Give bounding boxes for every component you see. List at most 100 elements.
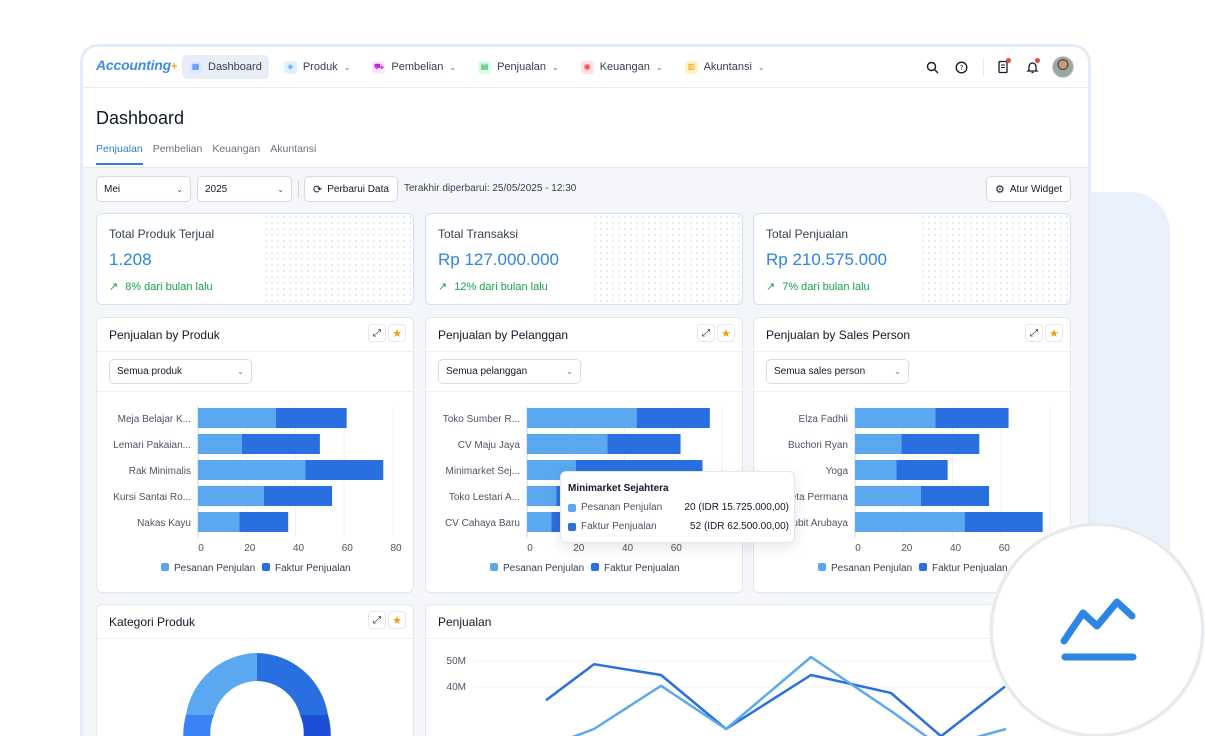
- tab-keuangan[interactable]: Keuangan: [212, 143, 261, 155]
- tick-label: 40: [950, 543, 962, 554]
- tooltip-title: Minimarket Sejahtera: [568, 483, 669, 494]
- nav-akuntansi[interactable]: ▥ Akuntansi ⌄: [678, 55, 772, 79]
- nav-label: Penjualan: [497, 61, 547, 73]
- card-actions: ⤢ ★: [1023, 324, 1063, 342]
- card-title: Penjualan: [438, 615, 492, 629]
- month-select[interactable]: Mei ⌄: [96, 176, 191, 202]
- notification-dot: [1006, 58, 1011, 63]
- bell-icon[interactable]: [1022, 57, 1042, 77]
- card-actions: ⤢ ★: [366, 611, 406, 629]
- expand-icon[interactable]: ⤢: [697, 324, 715, 342]
- chart-card-pelanggan: Penjualan by Pelanggan ⤢ ★ Semua pelangg…: [425, 317, 743, 593]
- divider: [97, 351, 413, 352]
- chevron-down-icon: ⌄: [566, 367, 573, 376]
- filter-value: Semua produk: [117, 366, 183, 377]
- trend-text: 12% dari bulan lalu: [454, 280, 548, 293]
- divider: [97, 638, 413, 639]
- donut-slice: [300, 715, 331, 736]
- expand-icon[interactable]: ⤢: [368, 324, 386, 342]
- category-label: Elza Fadhli: [799, 414, 848, 425]
- tick-label: 50M: [447, 656, 466, 667]
- tab-akuntansi[interactable]: Akuntansi: [270, 143, 317, 155]
- kpi-value: 1.208: [109, 250, 152, 269]
- refresh-data-button[interactable]: ⟳ Perbarui Data: [304, 176, 398, 202]
- kpi-card-transactions: Total Transaksi Rp 127.000.000 ↗ 12% dari…: [425, 213, 743, 305]
- gear-icon: ⚙: [995, 183, 1005, 196]
- top-right-actions: ?: [913, 55, 1074, 79]
- trend-up-icon: ↗: [766, 281, 776, 293]
- bar-segment: [855, 434, 902, 454]
- tab-penjualan[interactable]: Penjualan: [96, 143, 143, 165]
- donut-slice: [257, 653, 328, 715]
- year-value: 2025: [205, 183, 228, 195]
- nav-label: Akuntansi: [703, 61, 752, 73]
- legend-label: Faktur Penjualan: [604, 563, 680, 574]
- category-label: Rak Minimalis: [129, 466, 191, 477]
- product-filter-select[interactable]: Semua produk ⌄: [109, 359, 252, 384]
- nav-produk[interactable]: ◈ Produk ⌄: [277, 55, 358, 79]
- tick-label: 20: [573, 543, 585, 554]
- bar-chart-pelanggan: Toko Sumber R... CV Maju Jaya Minimarket S…: [443, 406, 723, 574]
- tick-label: 40M: [447, 682, 466, 693]
- expand-icon[interactable]: ⤢: [1025, 324, 1043, 342]
- legend-swatch: [591, 563, 599, 571]
- chevron-down-icon: ⌄: [757, 62, 765, 72]
- tab-pembelian[interactable]: Pembelian: [152, 143, 203, 155]
- legend-swatch: [818, 563, 826, 571]
- legend-swatch: [568, 503, 576, 512]
- star-icon[interactable]: ★: [717, 324, 735, 342]
- app-logo[interactable]: Accounting+: [96, 57, 178, 73]
- document-notification-icon[interactable]: [993, 57, 1013, 77]
- nav-keuangan[interactable]: ◉ Keuangan ⌄: [574, 55, 670, 79]
- tick-label: 60: [342, 543, 354, 554]
- expand-icon[interactable]: ⤢: [368, 611, 386, 629]
- cart-icon: ⛟: [372, 60, 386, 74]
- bar-segment: [305, 460, 384, 480]
- nav-penjualan[interactable]: ▤ Penjualan ⌄: [471, 55, 566, 79]
- bar-segment: [636, 408, 710, 428]
- nav-label: Produk: [302, 61, 338, 73]
- bar-segment: [198, 408, 276, 428]
- series-line: [571, 655, 1007, 736]
- legend-label: Pesanan Penjulan: [831, 563, 912, 574]
- chevron-down-icon: ⌄: [343, 62, 351, 72]
- floating-chart-badge: [990, 523, 1204, 736]
- chevron-down-icon: ⌄: [655, 62, 663, 72]
- dashboard-tabs: Penjualan Pembelian Keuangan Akuntansi: [96, 143, 326, 165]
- customer-filter-select[interactable]: Semua pelanggan ⌄: [438, 359, 581, 384]
- star-icon[interactable]: ★: [388, 324, 406, 342]
- refresh-icon: ⟳: [313, 183, 323, 196]
- trend-up-icon: ↗: [109, 281, 119, 293]
- category-label: Yoga: [826, 466, 849, 477]
- top-navbar: Accounting+ ▦ Dashboard ◈ Produk ⌄ ⛟ Pem…: [83, 47, 1088, 88]
- dot-pattern: [263, 214, 413, 304]
- tick-label: 0: [527, 543, 533, 554]
- bar-segment: [964, 512, 1043, 532]
- trend-text: 8% dari bulan lalu: [125, 280, 213, 293]
- bar-segment: [901, 434, 980, 454]
- bar-segment: [855, 486, 921, 506]
- sales-person-filter-select[interactable]: Semua sales person ⌄: [766, 359, 909, 384]
- star-icon[interactable]: ★: [1045, 324, 1063, 342]
- search-icon[interactable]: [922, 57, 942, 77]
- manage-widget-button[interactable]: ⚙ Atur Widget: [986, 176, 1072, 202]
- tooltip-label: Pesanan Penjulan: [581, 502, 663, 513]
- chart-card-sales: Penjualan by Sales Person ⤢ ★ Semua sale…: [753, 317, 1071, 593]
- nav-pembelian[interactable]: ⛟ Pembelian ⌄: [365, 55, 463, 79]
- divider: [426, 638, 1084, 639]
- star-icon[interactable]: ★: [388, 611, 406, 629]
- nav-dashboard[interactable]: ▦ Dashboard: [182, 55, 269, 79]
- divider: [97, 391, 413, 392]
- bar-segment: [920, 486, 990, 506]
- bar-segment: [855, 408, 936, 428]
- line-chart-penjualan: 50M 40M: [447, 655, 1076, 736]
- help-icon[interactable]: ?: [951, 57, 971, 77]
- avatar[interactable]: [1052, 56, 1074, 78]
- legend-label: Faktur Penjualan: [275, 563, 351, 574]
- donut-slice: [186, 653, 257, 715]
- year-select[interactable]: 2025 ⌄: [197, 176, 292, 202]
- kpi-value: Rp 127.000.000: [438, 250, 559, 269]
- divider: [754, 351, 1070, 352]
- month-value: Mei: [104, 183, 121, 195]
- category-label: ubit Arubaya: [792, 518, 848, 529]
